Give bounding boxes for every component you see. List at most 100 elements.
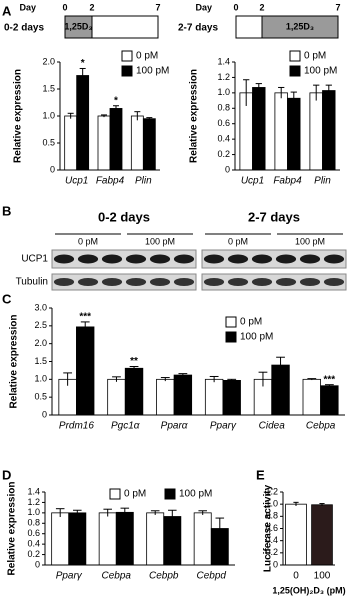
y-tick-label: 2.0 <box>42 56 55 66</box>
x-tick-label: Cebpa <box>102 571 132 582</box>
x-tick-label: Pparα <box>161 421 188 432</box>
y-axis-label: Luciferase activity <box>263 484 274 572</box>
x-tick-label: 100 <box>314 571 331 582</box>
bar <box>68 512 87 566</box>
legend-label: 0 pM <box>240 317 262 328</box>
y-tick-label: 1.0 <box>42 110 55 120</box>
legend-swatch <box>289 65 301 77</box>
blot-band <box>173 278 195 286</box>
timeline-treatment <box>64 15 93 39</box>
significance: * <box>81 58 85 69</box>
significance: *** <box>324 374 336 385</box>
blot-band <box>203 278 225 286</box>
legend-swatch <box>121 65 133 77</box>
significance: ** <box>130 356 138 367</box>
y-tick-label: 3.0 <box>34 302 47 312</box>
bar <box>193 512 212 566</box>
y-axis-label: Relative expression <box>9 315 20 409</box>
blot-band <box>227 278 249 286</box>
blot-band <box>203 254 225 264</box>
blot-row-label: Tubulin <box>16 277 48 288</box>
blot-band <box>77 254 99 264</box>
y-tick-label: 2.0 <box>34 338 47 348</box>
bar <box>173 374 193 416</box>
timeline-box-label: 1,25D₃ <box>286 21 314 31</box>
blot-condition: 100 pM <box>295 236 325 246</box>
y-tick-label: 1.2 <box>217 72 230 82</box>
legend-label: 100 pM <box>240 332 273 343</box>
bar <box>76 326 95 416</box>
bar <box>222 380 241 416</box>
x-axis-label: 1,25(OH)₂D₃ (pM) <box>272 585 345 595</box>
bar <box>64 115 78 171</box>
panel-letter: C <box>2 291 12 306</box>
bar <box>287 97 301 171</box>
bar <box>109 108 123 171</box>
legend-swatch <box>164 488 176 500</box>
legend-swatch <box>121 50 133 62</box>
y-tick-label: 0 <box>225 164 230 174</box>
y-tick-label: 1.0 <box>27 507 40 517</box>
x-tick-label: 0 <box>293 571 299 582</box>
timeline-treatment <box>261 15 339 39</box>
blot-band <box>125 254 147 264</box>
y-tick-label: 0.2 <box>27 549 40 559</box>
blot-band <box>53 278 75 286</box>
blot-band <box>101 254 123 264</box>
bar <box>311 504 333 566</box>
legend-label: 100 pM <box>179 489 212 500</box>
y-tick-label: 0.4 <box>27 539 40 549</box>
bar <box>51 512 70 566</box>
panel-letter: D <box>2 467 11 482</box>
x-tick-label: Pparγ <box>210 421 237 432</box>
blot-band <box>275 278 297 286</box>
blot-condition: 0 pM <box>228 236 248 246</box>
bar <box>252 87 266 171</box>
y-tick-label: 1.0 <box>34 374 47 384</box>
bar <box>115 511 134 566</box>
y-tick-label: 1.2 <box>265 486 278 496</box>
x-tick-label: Cidea <box>259 421 286 432</box>
significance: * <box>114 95 118 106</box>
x-tick-label: Ucp1 <box>241 176 264 187</box>
bar <box>98 512 117 566</box>
y-tick-label: 0 <box>50 164 55 174</box>
bar <box>322 90 336 171</box>
significance: *** <box>79 312 91 323</box>
legend-label: 0 pM <box>124 489 146 500</box>
y-tick-label: 0.4 <box>217 134 230 144</box>
timeline-tick: 2 <box>259 2 264 12</box>
timeline-tick: 7 <box>335 2 340 12</box>
blot-band <box>275 254 297 264</box>
timeline-tick: 7 <box>155 2 160 12</box>
bar <box>76 75 90 171</box>
timeline-label: 2-7 days <box>178 23 218 34</box>
y-tick-label: 0 <box>35 559 40 569</box>
x-tick-label: Cebpa <box>306 421 336 432</box>
legend-label: 0 pM <box>136 51 158 62</box>
y-tick-label: 0.4 <box>265 535 278 545</box>
blot-row-label: UCP1 <box>21 254 48 265</box>
y-tick-label: 2.5 <box>34 320 47 330</box>
bar <box>107 378 126 416</box>
y-tick-label: 1.4 <box>217 56 230 66</box>
x-tick-label: Pgc1α <box>111 421 140 432</box>
bar <box>142 118 156 171</box>
x-tick-label: Prdm16 <box>59 421 94 432</box>
bar <box>309 92 323 171</box>
y-tick-label: 0.2 <box>217 149 230 159</box>
legend-swatch <box>289 50 301 62</box>
x-tick-label: Pparγ <box>56 571 83 582</box>
blot-band <box>53 254 75 264</box>
timeline-box-label: 1,25D₃ <box>64 21 92 31</box>
blot-band <box>299 254 321 264</box>
blot-band <box>323 278 345 286</box>
bar <box>146 512 165 566</box>
y-tick-label: 0.8 <box>217 103 230 113</box>
timeline-label: 0-2 days <box>4 23 44 34</box>
blot-band <box>101 278 123 286</box>
blot-band <box>227 254 249 264</box>
bar <box>163 516 182 566</box>
bar <box>130 115 144 171</box>
timeline-day: Day <box>195 2 212 12</box>
